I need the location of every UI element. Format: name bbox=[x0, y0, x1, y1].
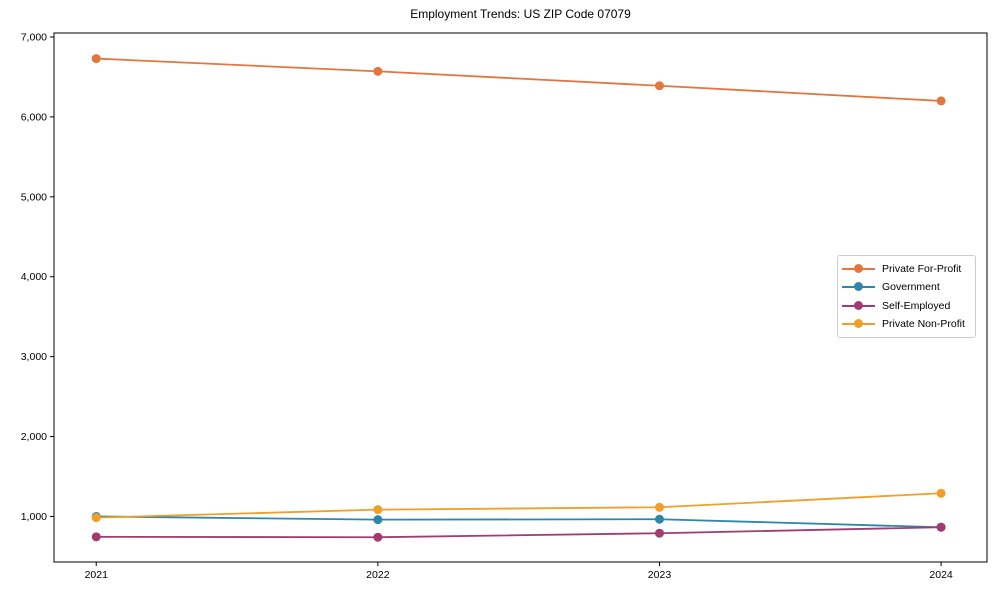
y-tick-label: 1,000 bbox=[21, 511, 47, 523]
legend-label: Government bbox=[882, 281, 940, 294]
legend-line-marker-icon bbox=[842, 300, 875, 311]
data-point-private-non-profit bbox=[91, 513, 101, 523]
data-point-self-employed bbox=[654, 528, 664, 538]
legend-item: Private For-Profit bbox=[842, 260, 969, 278]
legend-item: Private Non-Profit bbox=[842, 315, 969, 333]
y-tick-label: 4,000 bbox=[21, 271, 47, 283]
data-point-self-employed bbox=[936, 522, 946, 532]
series-line-government bbox=[96, 515, 942, 529]
axes-frame bbox=[53, 32, 988, 563]
chart-title: Employment Trends: US ZIP Code 07079 bbox=[410, 7, 631, 21]
data-point-private-non-profit bbox=[936, 488, 946, 498]
data-point-private-non-profit bbox=[654, 502, 664, 512]
x-tick-label: 2024 bbox=[929, 569, 953, 581]
data-point-private-for-profit bbox=[91, 54, 101, 64]
series-line-private-for-profit bbox=[96, 57, 942, 102]
x-tick-label: 2022 bbox=[366, 569, 390, 581]
y-tick-label: 2,000 bbox=[21, 431, 47, 443]
legend: Private For-Profit Government Self-Employe… bbox=[837, 255, 976, 338]
data-point-private-non-profit bbox=[373, 505, 383, 515]
y-tick-label: 7,000 bbox=[21, 31, 47, 43]
y-tick-label: 5,000 bbox=[21, 191, 47, 203]
legend-line-marker-icon bbox=[842, 264, 875, 274]
data-point-self-employed bbox=[373, 532, 383, 542]
legend-item: Self-Employed bbox=[842, 297, 969, 315]
series-line-private-non-profit bbox=[96, 492, 942, 519]
legend-line-marker-icon bbox=[842, 282, 875, 292]
series-line-self-employed bbox=[96, 526, 942, 539]
legend-line-marker-icon bbox=[842, 318, 875, 329]
legend-label: Private Non-Profit bbox=[882, 317, 965, 330]
x-tick-label: 2023 bbox=[648, 569, 672, 581]
data-point-government bbox=[654, 514, 664, 524]
y-tick-label: 3,000 bbox=[21, 351, 47, 363]
x-tick-label: 2021 bbox=[85, 569, 109, 581]
data-point-private-for-profit bbox=[936, 96, 946, 106]
data-point-government bbox=[373, 515, 383, 525]
data-point-private-for-profit bbox=[373, 66, 383, 76]
data-point-self-employed bbox=[91, 532, 101, 542]
legend-label: Private For-Profit bbox=[882, 263, 962, 276]
legend-item: Government bbox=[842, 278, 969, 296]
y-tick-label: 6,000 bbox=[21, 111, 47, 123]
legend-label: Self-Employed bbox=[882, 299, 951, 312]
data-point-private-for-profit bbox=[654, 81, 664, 91]
